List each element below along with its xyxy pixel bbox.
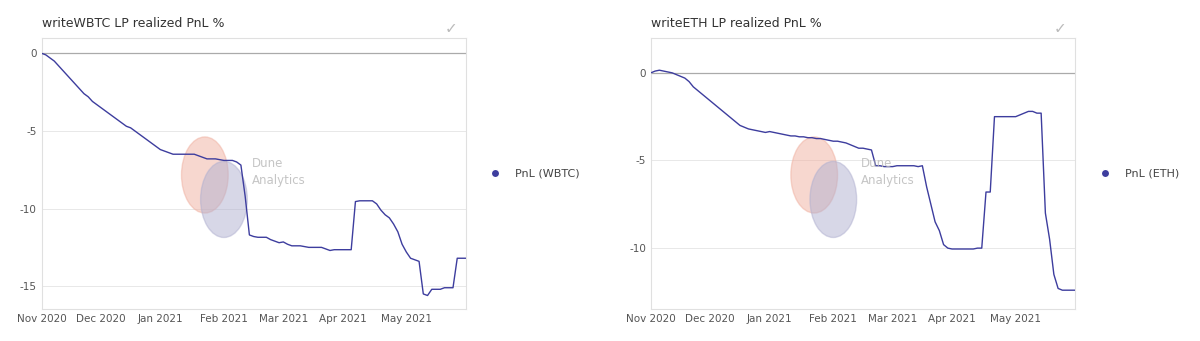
Ellipse shape xyxy=(181,137,228,213)
Ellipse shape xyxy=(791,137,838,213)
Legend: PnL (ETH): PnL (ETH) xyxy=(1090,164,1183,183)
Ellipse shape xyxy=(810,161,857,237)
Legend: PnL (WBTC): PnL (WBTC) xyxy=(480,164,584,183)
Ellipse shape xyxy=(200,161,247,237)
Text: writeETH LP realized PnL %: writeETH LP realized PnL % xyxy=(650,17,822,30)
Text: writeWBTC LP realized PnL %: writeWBTC LP realized PnL % xyxy=(42,17,224,30)
Text: Dune
Analytics: Dune Analytics xyxy=(252,157,305,187)
Text: ✓: ✓ xyxy=(444,21,457,36)
Text: ✓: ✓ xyxy=(1054,21,1067,36)
Text: Dune
Analytics: Dune Analytics xyxy=(860,157,914,187)
